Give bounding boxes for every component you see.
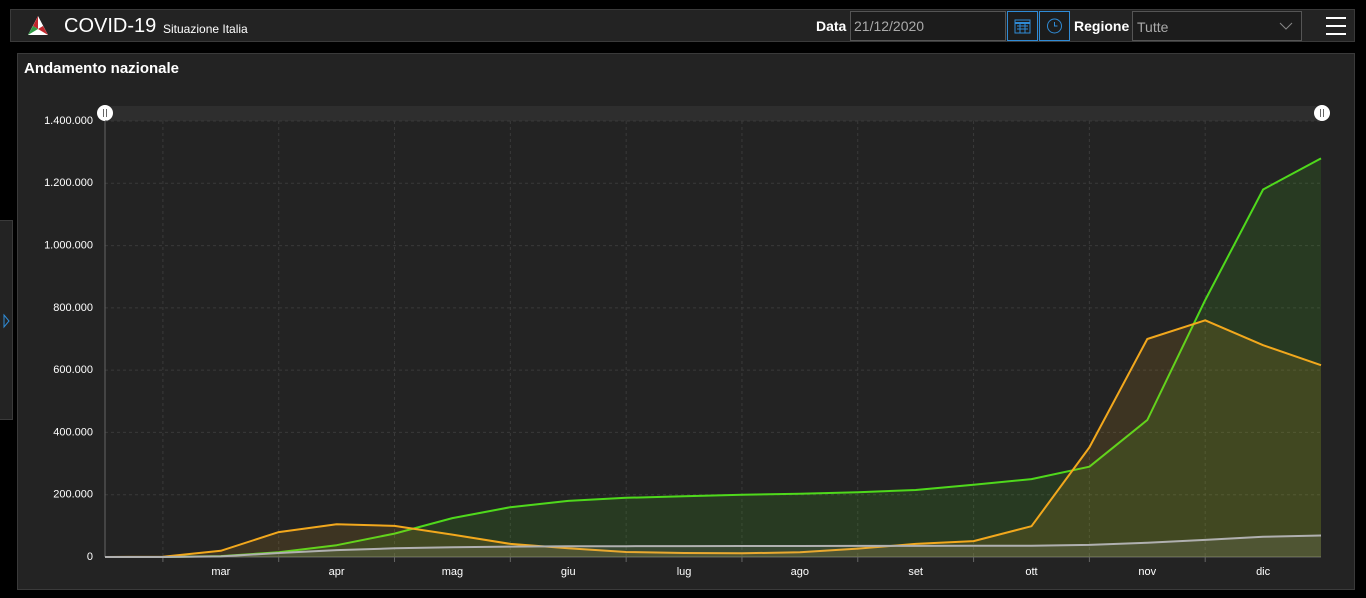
chart-title: Andamento nazionale: [24, 60, 179, 77]
x-tick-label: ago: [791, 566, 809, 578]
region-value: Tutte: [1137, 19, 1169, 35]
calendar-icon: [1014, 19, 1031, 34]
area: [105, 158, 1321, 557]
line: [105, 157, 1322, 558]
x-tick-label: mar: [211, 566, 230, 578]
slider-handle[interactable]: [1314, 105, 1330, 121]
date-input[interactable]: 21/12/2020: [850, 11, 1006, 41]
y-tick-label: 1.000.000: [44, 239, 93, 251]
calendar-button[interactable]: [1007, 11, 1038, 41]
y-tick-label: 0: [87, 551, 93, 563]
y-tick-label: 1.200.000: [44, 177, 93, 189]
x-tick-label: nov: [1138, 566, 1156, 578]
line: [104, 319, 1322, 558]
x-tick-label: giu: [561, 566, 576, 578]
region-select[interactable]: Tutte: [1132, 11, 1302, 41]
app-title: COVID-19: [64, 15, 157, 37]
side-panel-toggle[interactable]: [0, 220, 13, 420]
clock-icon: [1047, 18, 1062, 34]
date-label: Data: [816, 18, 847, 34]
x-tick-label: set: [908, 566, 923, 578]
toggle-arrow: [3, 313, 10, 329]
x-tick-label: lug: [677, 566, 692, 578]
y-tick-label: 800.000: [53, 302, 93, 314]
chart-panel: [17, 53, 1355, 590]
area: [105, 320, 1321, 557]
x-tick-label: apr: [329, 566, 345, 578]
time-button[interactable]: [1039, 11, 1070, 41]
top-bar: COVID-19 Situazione Italia Data 21/12/20…: [10, 9, 1355, 42]
range-slider[interactable]: [105, 106, 1322, 121]
logo: [28, 16, 48, 35]
y-tick-label: 200.000: [53, 489, 93, 501]
line: [105, 534, 1322, 558]
y-tick-label: 600.000: [53, 364, 93, 376]
slider-handle[interactable]: [97, 105, 113, 121]
x-tick-label: ott: [1025, 566, 1037, 578]
region-label: Regione: [1074, 18, 1130, 34]
dropdown-arrow: [1279, 22, 1293, 30]
menu-button[interactable]: [1325, 16, 1347, 36]
app-subtitle: Situazione Italia: [163, 22, 248, 36]
y-tick-label: 1.400.000: [44, 115, 93, 127]
y-tick-label: 400.000: [53, 426, 93, 438]
x-tick-label: mag: [442, 566, 463, 578]
x-tick-label: dic: [1256, 566, 1271, 578]
